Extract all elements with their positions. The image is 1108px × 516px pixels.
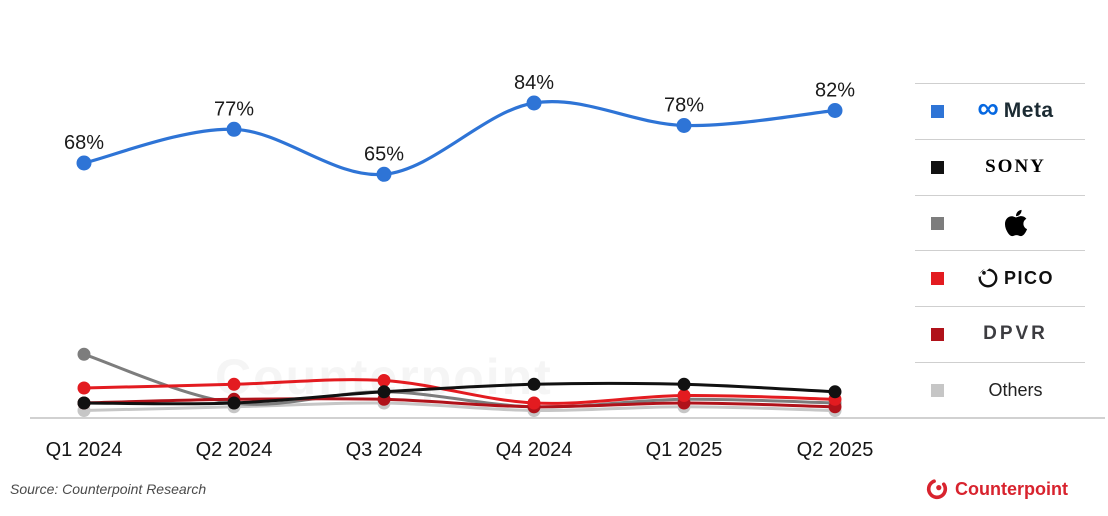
- counterpoint-wordmark: Counterpoint: [955, 478, 1068, 499]
- pico-wordmark: PICO: [1003, 267, 1054, 288]
- meta-wordmark: Meta: [1003, 99, 1054, 122]
- x-axis-label: Q1 2024: [46, 439, 123, 461]
- counterpoint-brand: Counterpoint: [925, 477, 1068, 501]
- legend-separator: [915, 139, 1085, 140]
- meta-series-line: [82, 100, 837, 177]
- sony-data-point: [77, 396, 91, 410]
- meta-infinity-icon: ∞: [977, 92, 999, 125]
- data-point-label: 84%: [514, 72, 554, 94]
- meta-data-point: [526, 95, 542, 111]
- legend-item-apple: [915, 195, 1087, 251]
- sony-series-swatch: [931, 160, 944, 174]
- x-axis-label: Q1 2025: [646, 439, 723, 461]
- legend-separator: [915, 195, 1085, 196]
- sony-series-line: [82, 381, 837, 406]
- data-point-label: 65%: [364, 143, 404, 165]
- apple-data-point: [77, 347, 91, 361]
- x-axis-label: Q2 2024: [196, 439, 273, 461]
- pico-data-point: [377, 374, 391, 387]
- pico-data-point: [677, 389, 691, 402]
- pico-series-line: [82, 378, 837, 405]
- data-point-label: 68%: [64, 132, 104, 154]
- x-axis-label: Q2 2025: [797, 439, 874, 461]
- pico-data-point: [527, 396, 541, 410]
- pico-circle-icon: [977, 267, 999, 289]
- legend-separator: [915, 250, 1085, 251]
- meta-data-point: [76, 155, 92, 171]
- data-point-label: 78%: [664, 95, 704, 117]
- data-point-label: 82%: [815, 80, 855, 102]
- sony-wordmark: SONY: [985, 156, 1046, 177]
- others-label: Others: [988, 379, 1043, 400]
- meta-series-swatch: [931, 104, 944, 118]
- legend-item-pico: PICO: [915, 250, 1087, 306]
- sony-data-point: [227, 396, 241, 410]
- sony-data-point: [527, 377, 541, 391]
- meta-logo: ∞ Meta: [944, 92, 1087, 125]
- counterpoint-logo-icon: [925, 477, 949, 501]
- legend-separator: [915, 362, 1085, 363]
- dpvr-series-line: [82, 397, 837, 409]
- x-axis-label: Q4 2024: [496, 439, 573, 461]
- legend-item-sony: SONY: [915, 139, 1087, 195]
- sony-data-point: [828, 385, 842, 399]
- dpvr-wordmark: DPVR: [983, 323, 1048, 344]
- apple-logo-icon: [944, 208, 1087, 238]
- legend-item-meta: ∞ Meta: [915, 83, 1087, 139]
- meta-data-point: [827, 103, 843, 118]
- legend-item-others: Others: [915, 362, 1087, 418]
- data-point-label: 77%: [214, 98, 254, 120]
- meta-data-point: [376, 166, 392, 182]
- legend-separator: [915, 83, 1085, 84]
- sony-data-point: [377, 385, 391, 399]
- meta-data-point: [226, 121, 242, 137]
- others-series-line: [82, 401, 837, 413]
- source-note: Source: Counterpoint Research: [10, 481, 207, 497]
- pico-data-point: [77, 381, 91, 395]
- legend-separator: [915, 306, 1085, 307]
- pico-data-point: [227, 377, 241, 391]
- meta-data-point: [676, 118, 692, 133]
- others-series-swatch: [931, 383, 944, 397]
- pico-series-swatch: [931, 271, 944, 285]
- dpvr-series-swatch: [931, 327, 944, 341]
- x-axis-label: Q3 2024: [346, 439, 423, 461]
- legend-item-dpvr: DPVR: [915, 306, 1087, 362]
- sony-data-point: [677, 377, 691, 391]
- apple-series-swatch: [931, 216, 944, 230]
